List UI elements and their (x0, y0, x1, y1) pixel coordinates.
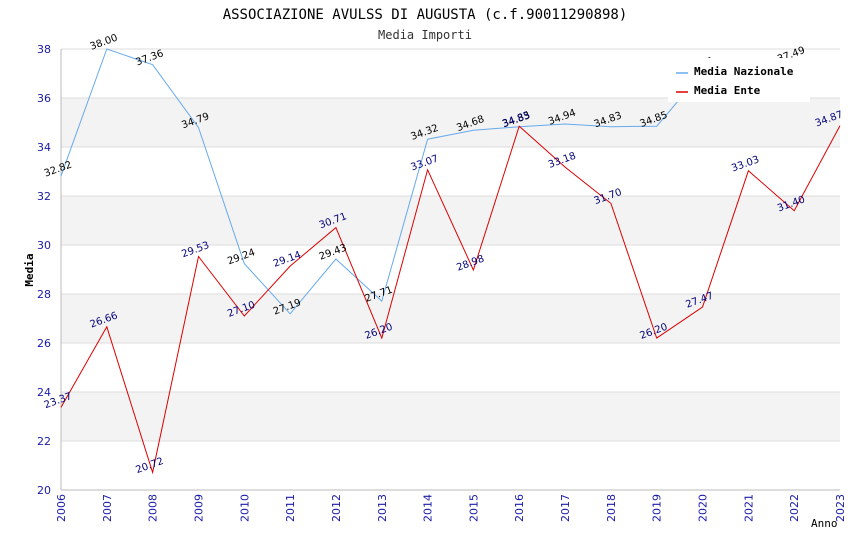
series-lines (60, 48, 841, 475)
y-tick-label: 36 (37, 92, 51, 105)
legend-box (668, 58, 810, 102)
grid-band (61, 147, 840, 196)
y-tick-label: 22 (37, 435, 51, 448)
x-tick-label: 2007 (101, 494, 114, 522)
x-tick-label: 2017 (559, 494, 572, 522)
series-line-media-ente (60, 125, 841, 475)
x-tick-label: 2010 (238, 494, 251, 522)
grid-band (61, 392, 840, 441)
x-tick-label: 2009 (192, 494, 205, 522)
x-tick-label: 2023 (834, 494, 847, 522)
y-axis-ticks: 20 22 24 26 28 30 32 34 36 38 (37, 43, 51, 497)
legend-label-media-ente: Media Ente (694, 84, 761, 97)
series-line-media-nazionale (60, 48, 703, 315)
x-tick-label: 2015 (467, 494, 480, 522)
chart-title: ASSOCIAZIONE AVULSS DI AUGUSTA (c.f.9001… (223, 7, 628, 23)
grid-band (61, 441, 840, 490)
x-tick-label: 2008 (147, 494, 160, 522)
grid-band (61, 294, 840, 343)
y-tick-label: 38 (37, 43, 51, 56)
legend: Media Nazionale Media Ente (668, 58, 810, 102)
y-tick-label: 24 (37, 386, 51, 399)
chart-subtitle: Media Importi (378, 28, 472, 42)
y-tick-label: 26 (37, 337, 51, 350)
y-tick-label: 32 (37, 190, 51, 203)
x-tick-label: 2012 (330, 494, 343, 522)
x-tick-label: 2006 (55, 494, 68, 522)
x-tick-label: 2021 (742, 494, 755, 522)
legend-label-media-nazionale: Media Nazionale (694, 65, 794, 78)
x-axis-ticks: 2006 2007 2008 2009 2010 2011 2012 2013 2014 2015… (55, 494, 847, 522)
y-tick-label: 34 (37, 141, 51, 154)
x-tick-label: 2022 (788, 494, 801, 522)
y-axis-label: Media (23, 253, 36, 286)
grid-band (61, 245, 840, 294)
x-axis-label: Anno (811, 517, 838, 530)
x-tick-label: 2019 (651, 494, 664, 522)
y-tick-label: 20 (37, 484, 51, 497)
x-tick-label: 2018 (605, 494, 618, 522)
x-tick-label: 2011 (284, 494, 297, 522)
grid-band (61, 343, 840, 392)
grid-band (61, 98, 840, 147)
x-tick-label: 2020 (697, 494, 710, 522)
x-tick-label: 2014 (422, 494, 435, 522)
y-tick-label: 30 (37, 239, 51, 252)
x-tick-label: 2016 (513, 494, 526, 522)
x-tick-label: 2013 (376, 494, 389, 522)
y-tick-label: 28 (37, 288, 51, 301)
grid-bands (61, 49, 840, 490)
